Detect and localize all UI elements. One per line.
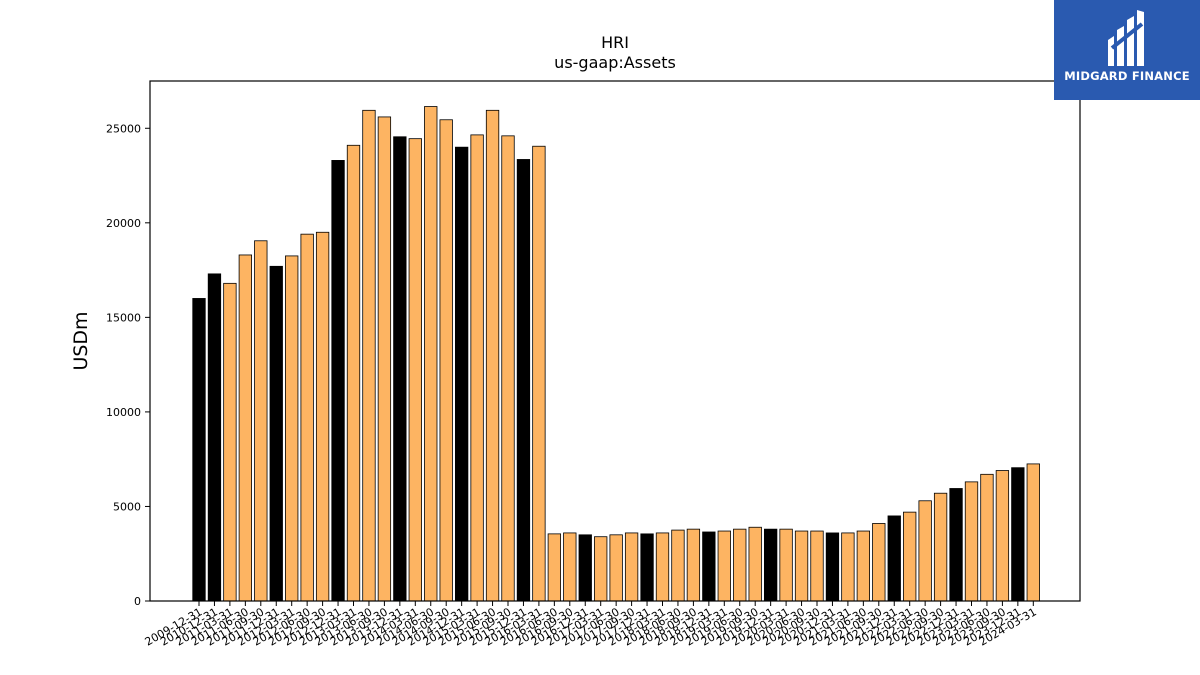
bar [949, 488, 963, 602]
bar [717, 530, 731, 602]
bar [609, 534, 623, 602]
logo-mark-icon [1108, 10, 1144, 66]
bar [702, 531, 716, 602]
bar [686, 528, 701, 602]
bar [918, 500, 932, 602]
bar [903, 511, 917, 602]
bar [331, 160, 345, 602]
bar [285, 255, 299, 602]
bar [532, 145, 546, 602]
bar [578, 534, 592, 602]
y-axis-label: USDm [70, 311, 92, 370]
bar [872, 523, 886, 602]
bar [640, 533, 654, 602]
bar [377, 116, 392, 602]
bar [764, 528, 778, 602]
y-tick-label: 15000 [106, 311, 141, 324]
bar [733, 528, 747, 602]
bar [207, 273, 222, 602]
bar [470, 134, 484, 602]
bar [485, 109, 500, 602]
bar [547, 533, 561, 602]
y-tick-label: 20000 [106, 217, 141, 230]
midgard-finance-logo: MIDGARD FINANCE [1054, 0, 1200, 100]
bar [254, 240, 268, 602]
bar [192, 298, 206, 602]
bar [995, 470, 1010, 602]
y-tick-label: 25000 [106, 122, 141, 135]
bar [933, 492, 948, 602]
y-tick-label: 5000 [113, 500, 141, 513]
chart-subtitle: us-gaap:Assets [554, 53, 676, 72]
bar [424, 106, 438, 602]
bar [269, 265, 283, 602]
bar [980, 473, 994, 602]
bar [841, 532, 855, 602]
bar [501, 135, 515, 602]
bar [393, 136, 407, 602]
y-axis: 0 5000 10000 15000 20000 25000 [106, 122, 150, 608]
bar [439, 119, 453, 602]
bar [238, 254, 253, 602]
bar [887, 515, 901, 602]
y-tick-label: 0 [134, 595, 141, 608]
y-tick-label: 10000 [106, 406, 141, 419]
bar [362, 109, 376, 602]
bar [300, 233, 314, 602]
bar [825, 532, 840, 602]
bar [563, 532, 577, 602]
bar [454, 146, 469, 602]
bar [794, 530, 809, 602]
bar [856, 530, 870, 602]
bar [1011, 467, 1025, 602]
bar [655, 532, 670, 602]
plot-frame [149, 80, 1081, 602]
x-axis: 2009-12-312010-12-312011-03-312011-06-30… [143, 601, 1039, 649]
bar [594, 536, 608, 602]
bar [748, 526, 762, 602]
bar [1026, 463, 1040, 602]
bar [964, 481, 979, 602]
bar [810, 530, 824, 602]
chart-title: HRI [601, 33, 629, 52]
bar [223, 282, 237, 602]
bar [516, 159, 531, 602]
bar [315, 231, 330, 602]
logo-text: MIDGARD FINANCE [1064, 69, 1190, 83]
bar [671, 529, 685, 602]
bar [346, 144, 361, 602]
bar [779, 528, 793, 602]
bars-group [192, 106, 1040, 602]
bar [624, 532, 639, 602]
bar [408, 138, 422, 602]
